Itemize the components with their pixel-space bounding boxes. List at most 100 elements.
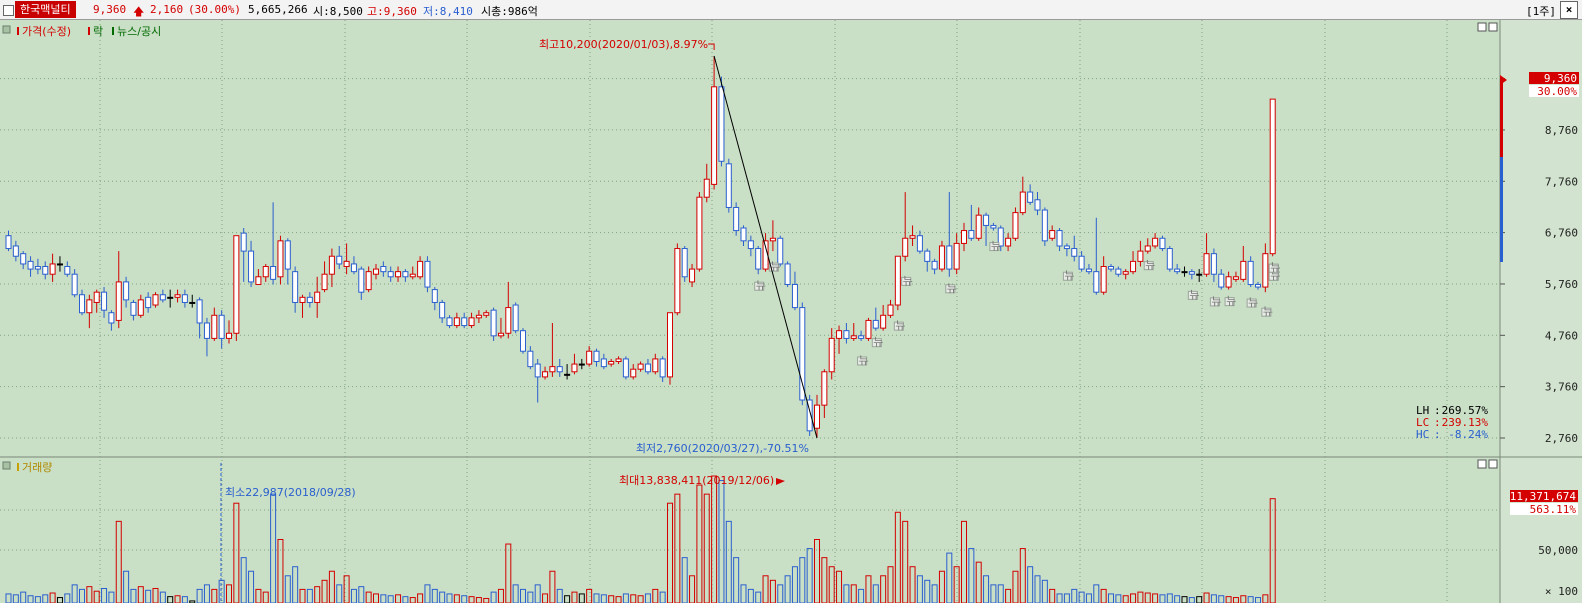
candle-body [718, 86, 725, 162]
volume-close-panel-icon[interactable] [1488, 459, 1498, 469]
candle-body [181, 294, 188, 303]
volume-bar [564, 595, 571, 603]
candle-body [1027, 191, 1034, 203]
candle-body [1137, 250, 1144, 262]
volume-bar [586, 588, 593, 603]
price-plot-area [0, 20, 1500, 457]
volume-bar [115, 520, 122, 603]
volume-bar [402, 596, 409, 603]
candle-body [373, 268, 379, 275]
candle-body [20, 253, 27, 265]
volume-bar [446, 593, 453, 603]
candle-body [321, 273, 328, 291]
volume-bar [167, 596, 174, 603]
news-marker-icon [1209, 297, 1220, 307]
candle-body [1210, 253, 1217, 275]
news-marker-icon [945, 284, 956, 294]
candle-body [292, 271, 299, 303]
news-marker-icon [1187, 290, 1198, 300]
volume-bar [725, 520, 732, 603]
candle-body [1049, 230, 1056, 239]
candle-body [64, 266, 71, 275]
candle-body [1232, 276, 1239, 280]
candle-body [1247, 260, 1254, 285]
candle-body [358, 268, 365, 293]
candle-body [1196, 273, 1203, 276]
candle-body [475, 314, 482, 319]
price-axis-label: 6,760 [1545, 227, 1578, 240]
volume-bar [674, 493, 681, 603]
candle-body [446, 317, 453, 327]
candle-body [534, 363, 541, 378]
candle-body [674, 248, 681, 314]
volume-bar [1034, 575, 1041, 603]
candle-body [211, 314, 218, 339]
volume-legend-toggle-icon[interactable] [2, 461, 11, 470]
volume-bar [762, 575, 769, 603]
panel-checkbox[interactable] [3, 5, 14, 16]
legend-news-label[interactable]: 뉴스/공시 [117, 25, 161, 38]
news-marker-icon [871, 338, 882, 348]
candle-body [1130, 260, 1137, 273]
candle-body [174, 294, 181, 298]
volume-bar [1100, 588, 1107, 603]
stock-name[interactable]: 한국맥널티 [15, 1, 76, 18]
legend-news-swatch [112, 27, 114, 35]
candle-body [1041, 209, 1048, 242]
volume-bar [1240, 595, 1247, 603]
candle-body [152, 294, 159, 306]
news-marker-label: 뉴 [1226, 295, 1236, 308]
candle-body [975, 214, 982, 239]
period-button[interactable]: [1주] [1526, 5, 1556, 18]
candle-body [505, 307, 512, 334]
up-arrow-icon: 🡅 [133, 5, 145, 18]
volume-maximize-icon[interactable] [1477, 459, 1487, 469]
volume-bar [637, 595, 644, 603]
volume-bar [909, 566, 916, 603]
volume-bar [880, 575, 887, 603]
volume-tag-box [1510, 490, 1578, 502]
news-marker-icon [989, 242, 1000, 252]
volume-bar [1041, 579, 1048, 603]
news-marker-label: 뉴 [947, 282, 957, 295]
volume-bar [292, 566, 299, 603]
volume-bar [152, 587, 159, 603]
candle-body [520, 330, 526, 352]
close-panel-icon[interactable] [1488, 22, 1498, 32]
candle-body [1144, 245, 1151, 252]
candle-body [159, 294, 166, 301]
candle-body [733, 206, 740, 232]
volume-bar [196, 588, 203, 603]
candle-body [71, 273, 78, 296]
candle-body [968, 230, 975, 239]
volume-bar [306, 588, 313, 603]
legend-toggle-icon[interactable] [2, 25, 11, 34]
stat-value: -8.24% [1448, 428, 1488, 441]
volume-bar [821, 557, 828, 603]
candle-body [659, 358, 666, 378]
candle-body [880, 314, 887, 329]
candle-body [843, 330, 850, 339]
legend-rak-label[interactable]: 락 [93, 25, 103, 38]
candle-body [262, 266, 269, 278]
volume-legend-label[interactable]: 거래량 [22, 461, 52, 474]
volume-bar [395, 594, 402, 603]
candle-body [696, 196, 703, 270]
candle-body [894, 255, 901, 306]
candle-body [226, 332, 232, 339]
candle-body [747, 240, 754, 250]
volume-bar [600, 594, 607, 603]
legend-price-label[interactable]: 가격(수정) [22, 25, 71, 38]
candle-body [564, 373, 571, 376]
candle-body [145, 296, 152, 309]
volume-bar [1122, 595, 1129, 603]
candle-body [1093, 271, 1100, 293]
trend-line[interactable] [713, 55, 818, 439]
candle-body [42, 266, 49, 275]
volume-bar [630, 594, 637, 603]
volume-bar [527, 591, 534, 603]
close-icon[interactable]: × [1560, 1, 1578, 19]
maximize-icon[interactable] [1477, 22, 1487, 32]
volume-bar [108, 591, 115, 603]
volume-bar [791, 566, 798, 603]
